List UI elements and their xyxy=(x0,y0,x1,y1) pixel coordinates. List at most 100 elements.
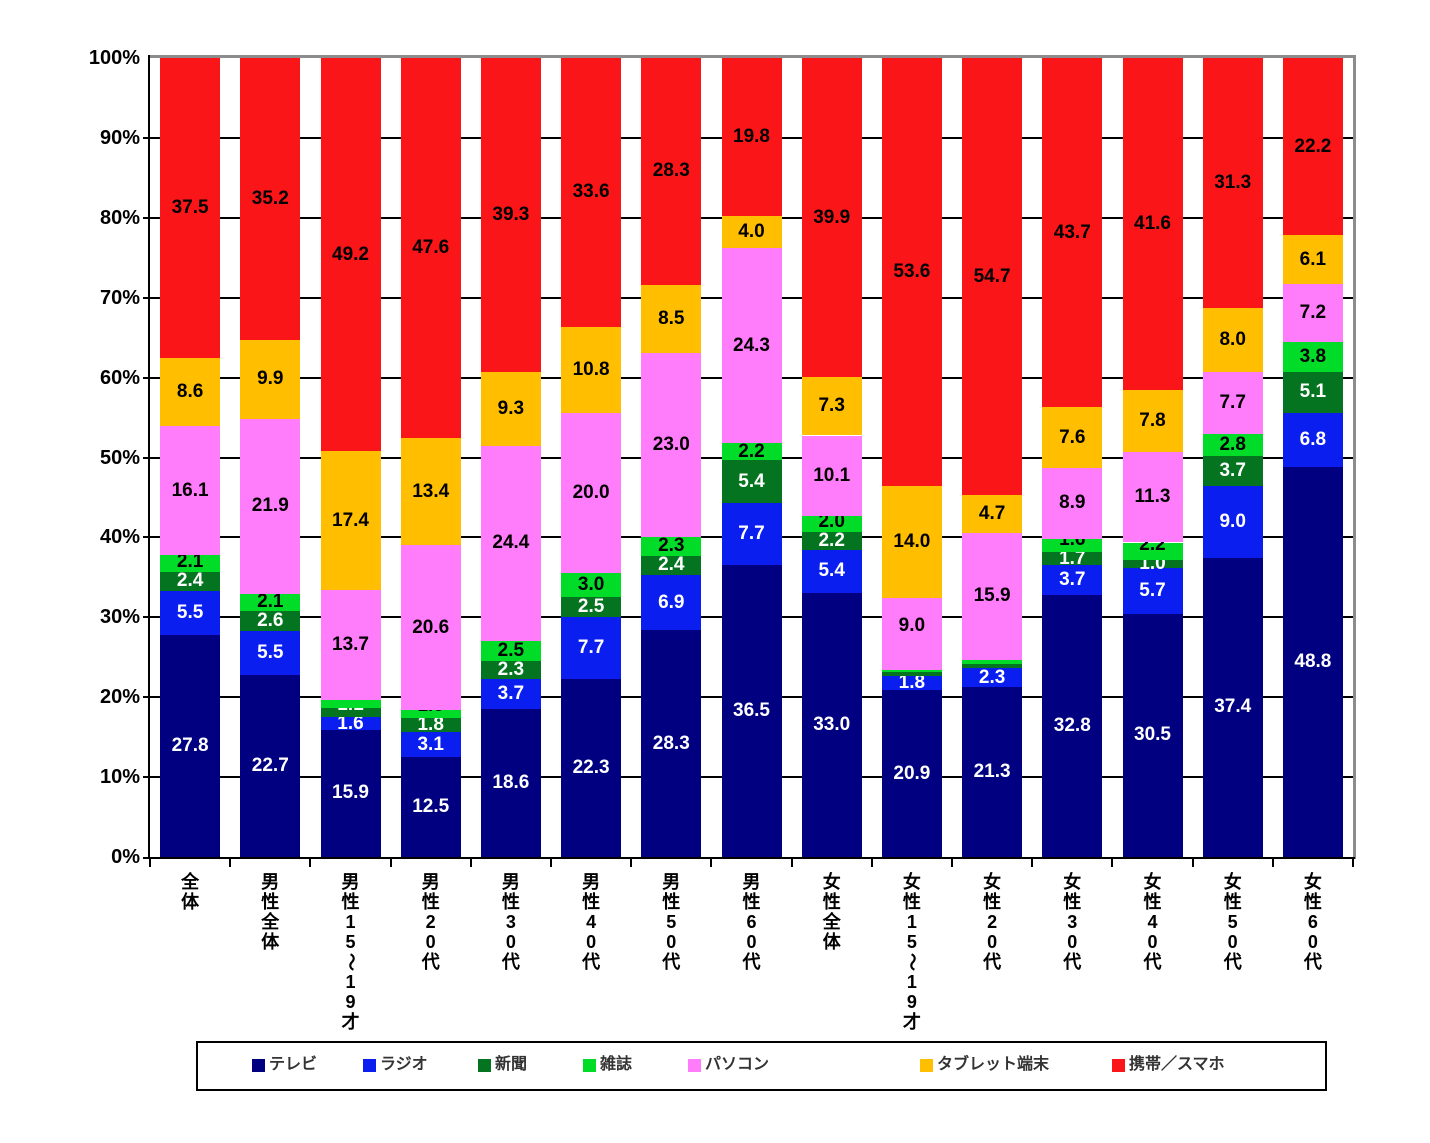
segment-value-label: 9.9 xyxy=(257,368,284,390)
legend-swatch xyxy=(478,1059,491,1072)
segment-value-label: 20.0 xyxy=(572,482,610,504)
bar-segment xyxy=(320,729,381,857)
bar-segment xyxy=(561,678,622,857)
category-label-char: 9 xyxy=(345,992,356,1012)
x-axis-tick xyxy=(469,859,472,867)
bar-segment xyxy=(721,442,782,461)
bar-segment xyxy=(801,549,862,594)
segment-value-label: 2.5 xyxy=(577,596,605,618)
segment-value-label: 9.0 xyxy=(1219,510,1246,532)
bar-segment xyxy=(320,699,381,709)
category-label-char: 男 xyxy=(742,872,761,892)
y-axis-line xyxy=(148,55,150,859)
category-label-char: 全 xyxy=(261,912,280,932)
segment-value-label: 7.6 xyxy=(1059,426,1086,448)
y-axis-tick-label: 30% xyxy=(99,606,140,629)
segment-value-label: 13.4 xyxy=(412,480,450,502)
bar-segment xyxy=(1282,341,1343,372)
segment-value-label: 1.7 xyxy=(1059,547,1086,569)
category-label-char: 全 xyxy=(181,872,200,892)
bar-segment xyxy=(480,640,541,661)
segment-value-label: 2.8 xyxy=(1219,434,1246,456)
segment-value-label: 8.6 xyxy=(176,380,204,402)
segment-value-label: 35.2 xyxy=(251,187,289,209)
bar-segment xyxy=(400,58,461,439)
bar-segment xyxy=(561,573,622,598)
segment-value-label: 39.9 xyxy=(813,206,851,228)
segment-value-label: 18.6 xyxy=(492,771,530,793)
bar-segment xyxy=(561,597,622,618)
segment-value-label: 36.5 xyxy=(733,700,770,722)
segment-value-label: 32.8 xyxy=(1053,714,1091,736)
x-axis-tick xyxy=(149,859,151,867)
bar-segment xyxy=(721,503,782,566)
x-axis-line xyxy=(143,857,1355,859)
segment-value-label: 15.9 xyxy=(332,782,369,804)
segment-value-label: 3.8 xyxy=(1299,345,1327,367)
segment-value-label: 19.8 xyxy=(733,126,770,148)
category-label-char: 0 xyxy=(746,932,757,952)
bar-segment xyxy=(1122,542,1183,561)
bar-segment xyxy=(480,371,541,446)
bar-segment xyxy=(1282,235,1343,285)
category-label-char: 代 xyxy=(742,952,761,972)
bar-segment xyxy=(240,631,301,676)
category-label-char: 男 xyxy=(261,872,280,892)
bar-segment xyxy=(240,610,301,632)
segment-value-label: 4.7 xyxy=(978,502,1006,524)
segment-value-label: 5.5 xyxy=(257,642,284,664)
segment-value-label: 49.2 xyxy=(332,243,369,265)
segment-value-label: 6.1 xyxy=(1299,248,1327,270)
category-label-char: 女 xyxy=(1063,872,1082,892)
category-label-char: 0 xyxy=(505,932,516,952)
category-label-char: 性 xyxy=(742,892,761,912)
bar-segment xyxy=(641,555,702,575)
bar-segment xyxy=(1042,407,1103,468)
x-axis-tick xyxy=(1191,859,1194,867)
bar-segment xyxy=(721,216,782,249)
bar-segment xyxy=(561,413,622,574)
segment-value-label: 5.7 xyxy=(1139,579,1166,601)
category-label-char: 0 xyxy=(1227,932,1238,952)
category-label-char: 代 xyxy=(983,952,1002,972)
category-label-char: 性 xyxy=(582,892,601,912)
bar-segment xyxy=(1282,412,1343,468)
category-label-char: 性 xyxy=(822,892,841,912)
segment-value-label: 16.1 xyxy=(171,479,209,501)
bar-segment xyxy=(160,426,221,555)
segment-value-label: 2.4 xyxy=(176,570,204,592)
category-label-char: 性 xyxy=(983,892,1002,912)
segment-value-label: 3.0 xyxy=(577,574,605,596)
bar-segment xyxy=(1122,568,1183,614)
bar-segment xyxy=(962,668,1023,687)
y-axis-tick-label: 100% xyxy=(88,47,140,69)
segment-value-label: 7.7 xyxy=(1219,392,1246,414)
segment-value-label: 3.7 xyxy=(497,682,525,704)
segment-value-label: 15.9 xyxy=(973,585,1011,607)
bar-segment xyxy=(641,284,702,353)
bar-segment xyxy=(721,565,782,857)
segment-value-label: 2.5 xyxy=(497,639,525,661)
segment-value-label: 22.7 xyxy=(251,755,289,777)
category-label-char: 女 xyxy=(983,872,1002,892)
x-axis-tick xyxy=(550,859,552,867)
segment-value-label: 54.7 xyxy=(973,265,1011,287)
segment-value-label: 5.1 xyxy=(1299,381,1327,403)
category-label-char: 性 xyxy=(1063,892,1082,912)
bar-segment xyxy=(801,532,862,550)
bar-segment xyxy=(400,757,461,857)
bar-segment xyxy=(801,377,862,436)
bar-segment xyxy=(1202,433,1263,457)
bar-segment xyxy=(1282,467,1343,857)
legend-swatch xyxy=(252,1059,265,1072)
bar-segment xyxy=(881,486,942,599)
y-axis-tick-label: 90% xyxy=(99,126,140,149)
category-label-char: 1 xyxy=(345,972,356,992)
segment-value-label: 3.7 xyxy=(1059,569,1086,591)
x-axis-tick xyxy=(309,859,312,867)
x-axis-tick xyxy=(229,859,232,867)
